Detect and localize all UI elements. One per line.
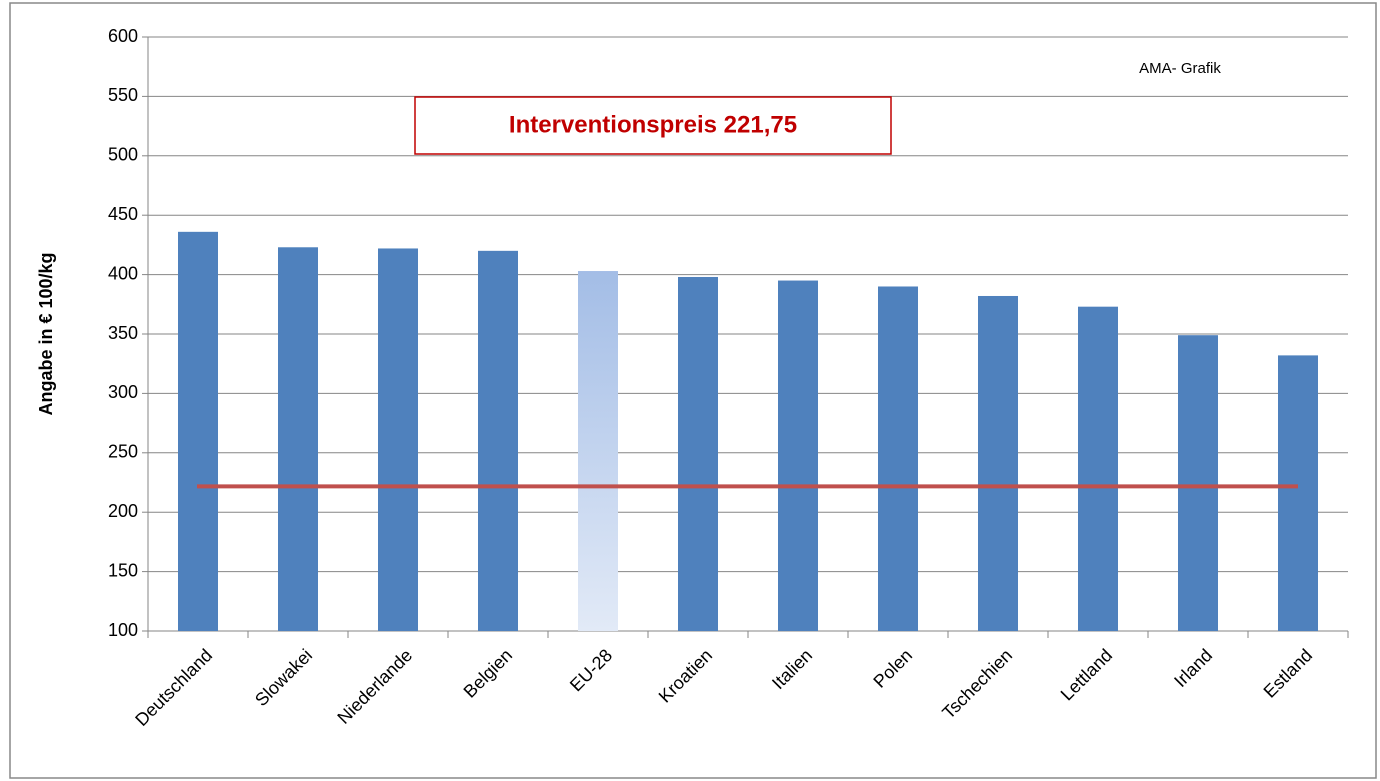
- y-tick-label: 250: [108, 442, 138, 462]
- bar: [778, 280, 818, 631]
- x-tick-label: Deutschland: [131, 645, 216, 730]
- y-tick-label: 150: [108, 560, 138, 580]
- x-tick-label: Polen: [869, 645, 916, 692]
- chart-frame: [9, 2, 1377, 779]
- y-tick-label: 550: [108, 85, 138, 105]
- x-tick-label: Slowakei: [251, 645, 316, 710]
- x-tick-label: Estland: [1260, 645, 1317, 702]
- bar: [878, 286, 918, 631]
- bar: [478, 250, 518, 631]
- bar: [378, 248, 418, 632]
- y-tick-label: 450: [108, 204, 138, 224]
- x-tick-label: Niederlande: [333, 645, 416, 728]
- bar: [278, 247, 318, 631]
- y-tick-label: 500: [108, 145, 138, 165]
- x-tick-label: Lettland: [1057, 645, 1116, 704]
- x-tick-label: Italien: [768, 645, 816, 693]
- x-tick-label: EU-28: [566, 645, 616, 695]
- bar: [1278, 355, 1318, 631]
- x-tick-label: Irland: [1170, 645, 1216, 691]
- y-tick-label: 300: [108, 382, 138, 402]
- x-tick-label: Belgien: [460, 645, 517, 702]
- x-tick-label: Tschechien: [938, 645, 1016, 723]
- y-axis-label: Angabe in € 100/kg: [36, 252, 56, 415]
- bar: [578, 271, 618, 631]
- bar: [178, 231, 218, 631]
- bar: [978, 295, 1018, 631]
- y-tick-label: 200: [108, 501, 138, 521]
- bar: [1078, 306, 1118, 631]
- x-tick-label: Kroatien: [655, 645, 717, 707]
- y-tick-label: 600: [108, 26, 138, 46]
- reference-label: Interventionspreis 221,75: [509, 111, 797, 138]
- reference-label-box: [414, 96, 892, 155]
- y-tick-label: 400: [108, 263, 138, 283]
- annotation: AMA- Grafik: [1139, 60, 1221, 77]
- bar: [1178, 335, 1218, 631]
- y-tick-label: 350: [108, 323, 138, 343]
- y-tick-label: 100: [108, 620, 138, 640]
- bar: [678, 276, 718, 631]
